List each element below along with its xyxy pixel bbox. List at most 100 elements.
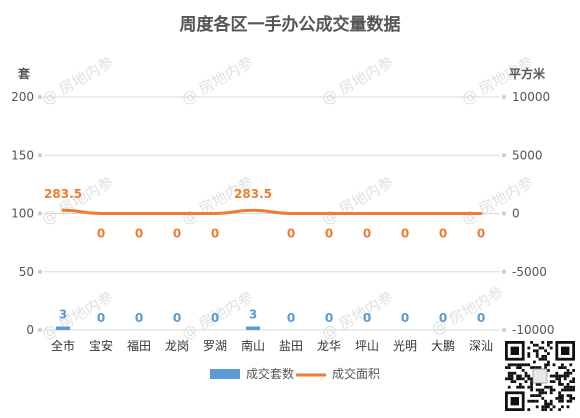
qr-module — [527, 346, 531, 350]
line-data-label: 283.5 — [44, 187, 82, 201]
chart-title: 周度各区一手办公成交量数据 — [180, 14, 401, 35]
qr-module — [521, 377, 525, 381]
category-label: 盐田 — [279, 339, 303, 353]
qr-module — [505, 377, 508, 381]
qr-module — [566, 399, 570, 403]
qr-module — [569, 363, 573, 367]
qr-module — [555, 377, 559, 381]
qr-module — [538, 357, 542, 361]
qr-module — [569, 388, 573, 392]
qr-module — [519, 377, 522, 381]
qr-module — [566, 383, 570, 386]
grid-dot-right — [501, 211, 507, 216]
qr-module — [510, 363, 514, 367]
qr-module — [566, 385, 570, 389]
grid-dot-left — [37, 211, 43, 216]
qr-module — [566, 405, 570, 409]
qr-module — [541, 391, 545, 395]
qr-module — [527, 363, 531, 367]
qr-module — [549, 402, 553, 406]
qr-module — [538, 388, 542, 392]
legend[interactable]: 成交套数 成交面积 — [210, 366, 380, 381]
category-label: 福田 — [127, 338, 151, 353]
bar-data-label: 3 — [59, 308, 67, 322]
qr-module — [549, 346, 553, 350]
qr-module — [507, 371, 511, 375]
right-tick-label: 5000 — [512, 148, 543, 162]
line-data-label: 283.5 — [234, 187, 272, 201]
qr-module — [561, 388, 564, 392]
qr-module — [541, 357, 545, 361]
category-axis: 全市 宝安 福田 龙岗 罗湖 南山 盐田 龙华 坪山 光明 大鹏 深汕 — [51, 338, 493, 353]
qr-module — [569, 385, 573, 389]
qr-module — [566, 374, 570, 378]
qr-module — [572, 397, 575, 400]
qr-module — [561, 374, 564, 378]
qr-module — [524, 371, 528, 375]
category-label: 坪山 — [355, 339, 379, 353]
qr-module — [563, 374, 567, 378]
watermark-text: @ 房地内参 — [318, 53, 396, 108]
qr-module — [547, 343, 550, 347]
qr-module — [507, 366, 511, 369]
qr-module — [535, 394, 539, 397]
qr-module — [530, 366, 533, 369]
line-data-label: 0 — [135, 227, 143, 241]
qr-module — [552, 405, 556, 409]
qr-module — [544, 363, 547, 367]
qr-module — [513, 380, 517, 383]
qr-module — [569, 371, 573, 375]
qr-module — [552, 363, 556, 367]
qr-module — [544, 408, 547, 411]
right-axis-unit: 平方米 — [509, 66, 546, 81]
qr-module — [569, 399, 573, 403]
qr-module — [535, 355, 539, 358]
qr-module — [547, 369, 550, 372]
qr-module — [524, 380, 528, 383]
qr-module — [535, 366, 539, 369]
qr-module — [549, 380, 553, 383]
qr-module — [572, 377, 575, 381]
right-tick-label: -10000 — [512, 323, 555, 337]
qr-module — [533, 366, 536, 369]
legend-bar-label: 成交套数 — [246, 366, 294, 381]
qr-module — [527, 377, 531, 381]
qr-module — [507, 377, 511, 381]
qr-module — [530, 380, 533, 383]
line-data-label: 0 — [173, 227, 181, 241]
qr-module — [547, 402, 550, 406]
left-tick-label: 200 — [11, 90, 34, 104]
qr-module — [572, 380, 575, 383]
qr-module — [547, 360, 550, 364]
qr-module — [561, 383, 564, 386]
qr-module — [538, 383, 542, 386]
category-label: 南山 — [241, 338, 265, 353]
right-axis: 10000 5000 0 -5000 -10000 — [512, 90, 555, 337]
qr-module — [544, 366, 547, 369]
qr-module — [566, 388, 570, 392]
qr-module — [533, 360, 536, 364]
left-axis-unit: 套 — [17, 66, 31, 81]
qr-module — [519, 385, 522, 389]
qr-module — [572, 388, 575, 392]
grid-dot-left — [37, 153, 43, 158]
series-line — [61, 208, 483, 215]
qr-module — [527, 385, 531, 389]
qr-module — [541, 388, 545, 392]
legend-bar-swatch — [210, 369, 240, 379]
qr-module — [535, 383, 539, 386]
line-data-label: 0 — [97, 227, 105, 241]
qr-module — [572, 369, 575, 372]
qr-module — [563, 366, 567, 369]
qr-module — [533, 349, 536, 353]
bar-series — [56, 326, 260, 330]
qr-module — [535, 405, 539, 409]
qr-module — [555, 397, 559, 400]
qr-module — [558, 374, 561, 378]
qr-module — [535, 343, 539, 347]
bar-data-label: 0 — [401, 311, 409, 325]
qr-module — [569, 394, 573, 397]
qr-module — [558, 377, 561, 381]
qr-module — [544, 399, 547, 403]
